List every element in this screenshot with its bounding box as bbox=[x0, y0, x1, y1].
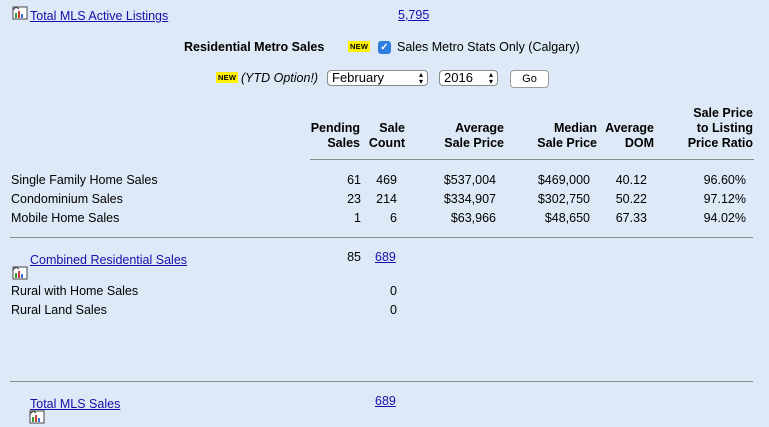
row-average-price: $537,004 bbox=[443, 173, 496, 187]
row-price-ratio: 94.02% bbox=[703, 211, 746, 225]
month-select-value: February bbox=[332, 70, 385, 85]
header-average-sale-price: Average Sale Price bbox=[444, 121, 504, 150]
row-pending: 61 bbox=[347, 173, 361, 187]
row-count: 469 bbox=[376, 173, 397, 187]
new-badge: NEW bbox=[348, 41, 371, 52]
chart-icon bbox=[12, 266, 28, 280]
row-average-dom: 40.12 bbox=[615, 173, 647, 187]
section-divider bbox=[10, 237, 753, 238]
metro-only-checkbox[interactable]: ✓ bbox=[378, 41, 391, 54]
chart-icon bbox=[12, 6, 28, 20]
header-price-ratio: Sale Price to Listing Price Ratio bbox=[687, 106, 753, 150]
ytd-option-label: (YTD Option!) bbox=[241, 71, 319, 85]
rural-home-label: Rural with Home Sales bbox=[11, 284, 139, 298]
combined-count-link[interactable]: 689 bbox=[375, 250, 396, 264]
row-average-dom: 50.22 bbox=[615, 192, 647, 206]
row-pending: 1 bbox=[354, 211, 361, 225]
row-count: 6 bbox=[390, 211, 397, 225]
row-average-price: $334,907 bbox=[443, 192, 496, 206]
new-badge-ytd: NEW bbox=[216, 72, 239, 83]
row-median-price: $302,750 bbox=[537, 192, 590, 206]
metro-title: Residential Metro Sales bbox=[184, 40, 325, 54]
total-mls-sales-link[interactable]: Total MLS Sales bbox=[30, 397, 121, 411]
go-button[interactable]: Go bbox=[510, 70, 549, 88]
header-sale-count: Sale Count bbox=[368, 121, 405, 150]
year-select-value: 2016 bbox=[444, 70, 473, 85]
header-divider bbox=[310, 159, 754, 160]
row-count: 214 bbox=[376, 192, 397, 206]
metro-only-label: Sales Metro Stats Only (Calgary) bbox=[397, 40, 580, 54]
row-label: Mobile Home Sales bbox=[11, 211, 120, 225]
active-listings-count-link[interactable]: 5,795 bbox=[398, 8, 430, 22]
total-active-listings-link[interactable]: Total MLS Active Listings bbox=[30, 9, 169, 23]
select-arrows-icon: ▴ ▾ bbox=[488, 70, 493, 86]
header-pending-sales: Pending Sales bbox=[310, 121, 360, 150]
row-label: Condominium Sales bbox=[11, 192, 123, 206]
rural-home-count: 0 bbox=[390, 284, 397, 298]
total-mls-sales-count-link[interactable]: 689 bbox=[375, 394, 396, 408]
row-label: Single Family Home Sales bbox=[11, 173, 158, 187]
select-arrows-icon: ▴ ▾ bbox=[418, 70, 423, 86]
rural-land-label: Rural Land Sales bbox=[11, 303, 107, 317]
combined-residential-sales-link[interactable]: Combined Residential Sales bbox=[30, 253, 188, 267]
rural-land-count: 0 bbox=[390, 303, 397, 317]
row-price-ratio: 96.60% bbox=[703, 173, 746, 187]
row-pending: 23 bbox=[347, 192, 361, 206]
month-select[interactable]: February ▴ ▾ bbox=[327, 70, 428, 86]
header-median-sale-price: Median Sale Price bbox=[537, 121, 597, 150]
row-median-price: $48,650 bbox=[544, 211, 590, 225]
row-median-price: $469,000 bbox=[537, 173, 590, 187]
combined-pending: 85 bbox=[347, 250, 361, 264]
row-price-ratio: 97.12% bbox=[703, 192, 746, 206]
bottom-divider bbox=[10, 381, 753, 382]
header-average-dom: Average DOM bbox=[605, 121, 654, 150]
row-average-price: $63,966 bbox=[450, 211, 496, 225]
year-select[interactable]: 2016 ▴ ▾ bbox=[439, 70, 498, 86]
row-average-dom: 67.33 bbox=[615, 211, 647, 225]
chart-icon bbox=[29, 410, 45, 424]
